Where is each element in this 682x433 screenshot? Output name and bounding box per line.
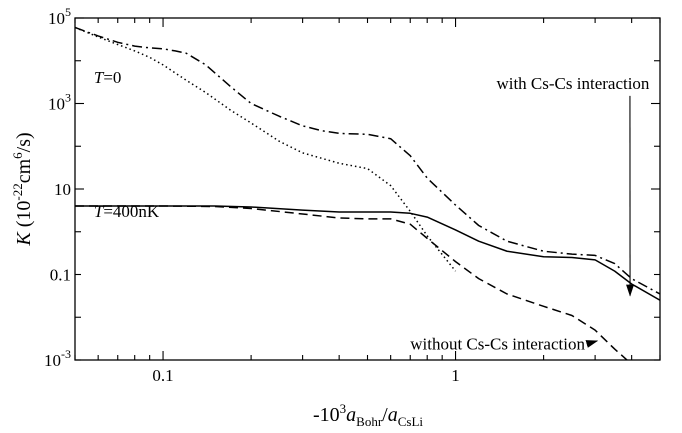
series-line-dashed (75, 205, 629, 360)
y-tick-label: 105 (48, 5, 71, 28)
annotation-without: without Cs-Cs interaction (410, 335, 585, 354)
x-tick-label: 0.1 (152, 366, 173, 385)
ticks-layer: 0.1 1 10-3 0.1 10 103 105 (44, 5, 661, 385)
series-line-dashdot (75, 26, 660, 295)
annotation-t400: T=400nK (94, 202, 160, 221)
plot-frame (74, 17, 661, 361)
x-axis-label: -103aBohr/aCsLi (313, 401, 423, 429)
series-line-dotted (75, 26, 457, 272)
y-tick-label: 10-3 (44, 347, 71, 370)
annotation-with: with Cs-Cs interaction (496, 74, 649, 93)
y-axis-label: K (10-22cm6/s) (10, 132, 35, 246)
y-tick-label: 10 (54, 180, 71, 199)
y-tick-label: 0.1 (50, 266, 71, 285)
annotation-layer: T=0 T=400nK with Cs-Cs interaction without … (94, 68, 650, 354)
x-tick-label: 1 (451, 366, 460, 385)
series-line-solid (75, 205, 660, 301)
y-tick-label: 103 (48, 91, 71, 114)
series-layer (75, 26, 660, 360)
annotation-arrow-without (585, 340, 599, 348)
annotation-t0: T=0 (94, 68, 122, 87)
